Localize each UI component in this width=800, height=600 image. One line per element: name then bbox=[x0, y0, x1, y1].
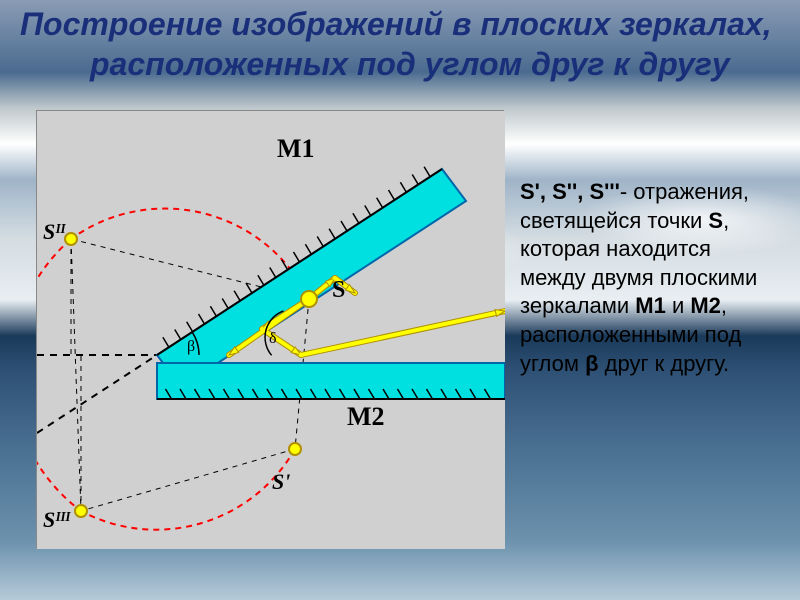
svg-text:β: β bbox=[187, 338, 195, 355]
diagram-container: M1 M2 S S' Sᴵᴵ Sᴵᴵᴵ β δ bbox=[36, 110, 504, 548]
svg-text:M1: M1 bbox=[277, 134, 315, 163]
slide-title: Построение изображений в плоских зеркала… bbox=[20, 4, 780, 84]
svg-text:S: S bbox=[332, 277, 345, 303]
svg-text:S': S' bbox=[272, 469, 290, 494]
slide-root: Построение изображений в плоских зеркала… bbox=[0, 0, 800, 600]
svg-text:Sᴵᴵᴵ: Sᴵᴵᴵ bbox=[43, 507, 71, 532]
title-line-2: расположенных под углом друг к другу bbox=[20, 44, 780, 84]
mirror-diagram: M1 M2 S S' Sᴵᴵ Sᴵᴵᴵ β δ bbox=[37, 111, 505, 549]
svg-text:M2: M2 bbox=[347, 402, 385, 431]
svg-text:Sᴵᴵ: Sᴵᴵ bbox=[43, 219, 66, 244]
caption-text: S', S'', S'''- отражения, светящейся точ… bbox=[520, 178, 775, 378]
svg-text:δ: δ bbox=[269, 330, 277, 347]
title-line-1: Построение изображений в плоских зеркала… bbox=[20, 4, 780, 44]
